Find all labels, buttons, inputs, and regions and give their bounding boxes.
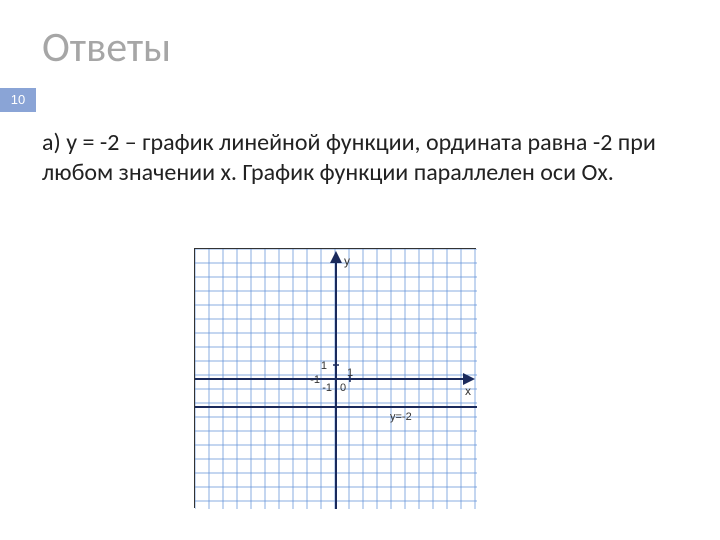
page-number-badge: 10 xyxy=(0,88,36,112)
svg-text:-1: -1 xyxy=(310,374,320,386)
function-chart: yx110-1-1y=-2 xyxy=(194,248,476,508)
page-title: Ответы xyxy=(42,22,171,73)
svg-text:y=-2: y=-2 xyxy=(390,411,412,423)
svg-text:-1: -1 xyxy=(322,382,332,394)
svg-text:1: 1 xyxy=(321,360,327,372)
svg-text:0: 0 xyxy=(340,382,346,394)
answer-paragraph: а) у = -2 – график линейной функции, орд… xyxy=(42,128,678,188)
svg-text:y: y xyxy=(344,254,350,268)
svg-text:x: x xyxy=(465,384,471,398)
svg-text:1: 1 xyxy=(347,367,353,379)
chart-svg: yx110-1-1y=-2 xyxy=(195,249,477,509)
